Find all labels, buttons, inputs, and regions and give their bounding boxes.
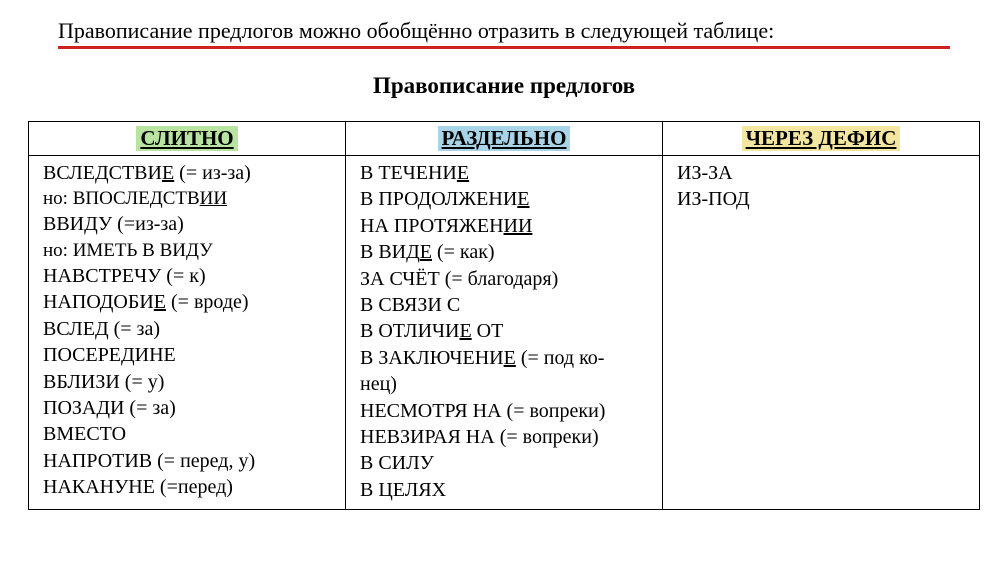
table-entry: НЕВЗИРАЯ НА (= вопреки) bbox=[360, 424, 648, 450]
table-entry: ИЗ-ПОД bbox=[677, 186, 965, 212]
table-entry: но: ВПОСЛЕДСТВИИ bbox=[43, 186, 331, 211]
table-entry: НАКАНУНЕ (=перед) bbox=[43, 474, 331, 500]
table-entry: НАПОДОБИЕ (= вроде) bbox=[43, 289, 331, 315]
table-entry: ВСЛЕД (= за) bbox=[43, 316, 331, 342]
table-entry: НА ПРОТЯЖЕНИИ bbox=[360, 213, 648, 239]
col-header-label: РАЗДЕЛЬНО bbox=[438, 126, 571, 151]
col-header-label: ЧЕРЕЗ ДЕФИС bbox=[742, 126, 901, 151]
table-entry: В ТЕЧЕНИЕ bbox=[360, 160, 648, 186]
table-entry: ВМЕСТО bbox=[43, 421, 331, 447]
table-entry: В ОТЛИЧИЕ ОТ bbox=[360, 318, 648, 344]
table-row: ВСЛЕДСТВИЕ (= из-за)но: ВПОСЛЕДСТВИИВВИД… bbox=[29, 156, 980, 510]
table-entry: В ПРОДОЛЖЕНИЕ bbox=[360, 186, 648, 212]
table-entry: ПОСЕРЕДИНЕ bbox=[43, 342, 331, 368]
table-entry: ВБЛИЗИ (= у) bbox=[43, 369, 331, 395]
table-entry: В СВЯЗИ С bbox=[360, 292, 648, 318]
table-entry: В СИЛУ bbox=[360, 450, 648, 476]
table-header-row: СЛИТНО РАЗДЕЛЬНО ЧЕРЕЗ ДЕФИС bbox=[29, 122, 980, 156]
cell-slitno: ВСЛЕДСТВИЕ (= из-за)но: ВПОСЛЕДСТВИИВВИД… bbox=[29, 156, 346, 510]
table-entry: но: ИМЕТЬ В ВИДУ bbox=[43, 238, 331, 263]
cell-razdelno: В ТЕЧЕНИЕВ ПРОДОЛЖЕНИЕНА ПРОТЯЖЕНИИВ ВИД… bbox=[346, 156, 663, 510]
table-entry: НАПРОТИВ (= перед, у) bbox=[43, 448, 331, 474]
table-entry: НАВСТРЕЧУ (= к) bbox=[43, 263, 331, 289]
table-entry: ПОЗАДИ (= за) bbox=[43, 395, 331, 421]
table-entry: нец) bbox=[360, 371, 648, 397]
table-entry: В ЗАКЛЮЧЕНИЕ (= под ко- bbox=[360, 345, 648, 371]
table-entry: ВСЛЕДСТВИЕ (= из-за) bbox=[43, 160, 331, 186]
prepositions-table: СЛИТНО РАЗДЕЛЬНО ЧЕРЕЗ ДЕФИС ВСЛЕДСТВИЕ … bbox=[28, 121, 980, 510]
col-header-defis: ЧЕРЕЗ ДЕФИС bbox=[663, 122, 980, 156]
col-header-slitno: СЛИТНО bbox=[29, 122, 346, 156]
col-header-label: СЛИТНО bbox=[136, 126, 237, 151]
col-header-razdelno: РАЗДЕЛЬНО bbox=[346, 122, 663, 156]
table-entry: ВВИДУ (=из-за) bbox=[43, 211, 331, 237]
table-entry: ЗА СЧЁТ (= благодаря) bbox=[360, 266, 648, 292]
table-entry: В ВИДЕ (= как) bbox=[360, 239, 648, 265]
intro-text: Правописание предлогов можно обобщённо о… bbox=[58, 18, 950, 49]
intro-block: Правописание предлогов можно обобщённо о… bbox=[28, 18, 980, 49]
table-entry: НЕСМОТРЯ НА (= вопреки) bbox=[360, 398, 648, 424]
table-entry: ИЗ-ЗА bbox=[677, 160, 965, 186]
cell-defis: ИЗ-ЗАИЗ-ПОД bbox=[663, 156, 980, 510]
table-title: Правописание предлогов bbox=[28, 73, 980, 99]
table-entry: В ЦЕЛЯХ bbox=[360, 477, 648, 503]
